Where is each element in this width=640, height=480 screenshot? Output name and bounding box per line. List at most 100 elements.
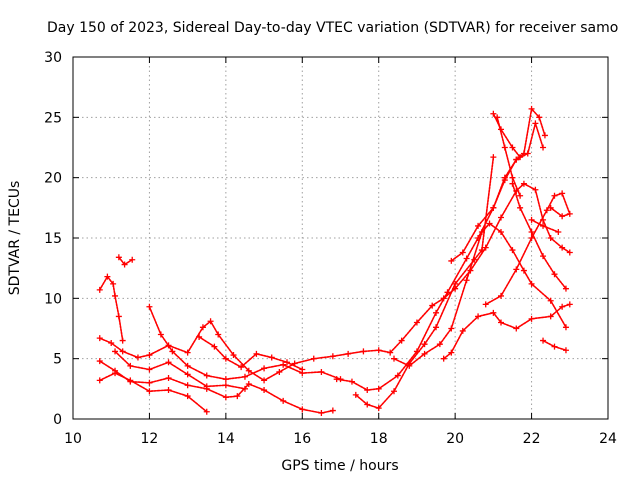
data-point-marker bbox=[222, 394, 229, 401]
data-point-marker bbox=[245, 381, 252, 388]
data-point-marker bbox=[475, 313, 482, 320]
data-point-marker bbox=[375, 385, 382, 392]
data-point-marker bbox=[463, 255, 470, 262]
data-point-marker bbox=[509, 174, 516, 181]
data-point-marker bbox=[203, 372, 210, 379]
data-point-marker bbox=[241, 385, 248, 392]
x-axis: 10 12 14 16 18 20 22 24 bbox=[64, 57, 617, 447]
data-point-marker bbox=[547, 297, 554, 304]
data-point-marker bbox=[566, 301, 573, 308]
data-point-marker bbox=[421, 341, 428, 348]
series-pass-p bbox=[496, 116, 521, 197]
data-point-marker bbox=[245, 367, 252, 374]
data-point-marker bbox=[345, 350, 352, 357]
data-point-marker bbox=[559, 303, 566, 310]
data-point-marker bbox=[196, 333, 203, 340]
data-point-marker bbox=[184, 382, 191, 389]
data-point-marker bbox=[203, 383, 210, 390]
data-point-marker bbox=[559, 244, 566, 251]
data-point-marker bbox=[532, 120, 539, 127]
y-tick-label: 30 bbox=[44, 50, 62, 66]
data-point-marker bbox=[444, 289, 451, 296]
series-pass-d bbox=[98, 372, 208, 413]
data-point-marker bbox=[541, 132, 548, 139]
data-point-marker bbox=[280, 397, 287, 404]
x-tick-label: 24 bbox=[599, 431, 617, 447]
data-point-marker bbox=[528, 280, 535, 287]
data-point-marker bbox=[413, 319, 420, 326]
data-point-marker bbox=[440, 355, 447, 362]
data-point-marker bbox=[112, 370, 119, 377]
data-point-marker bbox=[129, 256, 136, 263]
data-point-marker bbox=[165, 387, 172, 394]
x-tick-label: 20 bbox=[446, 431, 464, 447]
data-point-marker bbox=[134, 354, 141, 361]
data-point-marker bbox=[360, 348, 367, 355]
data-point-marker bbox=[121, 261, 128, 268]
data-point-marker bbox=[234, 393, 241, 400]
data-point-marker bbox=[555, 228, 562, 235]
data-point-marker bbox=[490, 204, 497, 211]
data-point-marker bbox=[96, 335, 103, 342]
data-point-marker bbox=[478, 228, 485, 235]
data-point-marker bbox=[528, 105, 535, 112]
data-point-marker bbox=[551, 192, 558, 199]
data-point-marker bbox=[513, 266, 520, 273]
data-point-marker bbox=[184, 371, 191, 378]
data-point-marker bbox=[104, 273, 111, 280]
data-point-marker bbox=[551, 271, 558, 278]
series-pass-b bbox=[118, 256, 133, 266]
y-tick-label: 5 bbox=[53, 352, 62, 368]
data-point-marker bbox=[498, 228, 504, 235]
data-point-marker bbox=[253, 350, 260, 357]
data-point-marker bbox=[329, 353, 336, 360]
data-point-marker bbox=[165, 359, 172, 366]
data-point-marker bbox=[421, 350, 428, 357]
data-point-marker bbox=[310, 355, 317, 362]
data-point-marker bbox=[528, 315, 535, 322]
data-point-marker bbox=[536, 114, 543, 121]
data-point-marker bbox=[482, 301, 489, 308]
data-point-marker bbox=[509, 180, 516, 187]
data-point-marker bbox=[115, 313, 122, 320]
data-point-marker bbox=[391, 388, 397, 395]
data-point-marker bbox=[547, 204, 554, 211]
data-point-marker bbox=[490, 309, 497, 316]
data-point-marker bbox=[394, 372, 401, 379]
data-point-marker bbox=[276, 368, 283, 375]
series-pass-m bbox=[450, 122, 544, 262]
series-pass-c bbox=[98, 360, 334, 414]
data-point-marker bbox=[540, 253, 547, 260]
series-pass-o bbox=[492, 112, 521, 158]
data-point-marker bbox=[184, 362, 191, 369]
data-point-marker bbox=[562, 347, 569, 354]
series-pass-q bbox=[511, 182, 567, 290]
data-point-marker bbox=[448, 325, 455, 332]
data-point-marker bbox=[333, 376, 340, 383]
data-point-marker bbox=[222, 355, 229, 362]
data-point-marker bbox=[157, 331, 164, 338]
data-point-marker bbox=[112, 348, 119, 355]
data-point-marker bbox=[520, 180, 527, 187]
data-point-marker bbox=[566, 249, 573, 256]
y-tick-label: 15 bbox=[44, 231, 62, 247]
data-point-marker bbox=[112, 292, 119, 299]
data-point-marker bbox=[261, 377, 268, 384]
data-point-marker bbox=[96, 286, 103, 293]
data-point-marker bbox=[348, 378, 355, 385]
x-axis-label: GPS time / hours bbox=[281, 458, 398, 474]
data-point-marker bbox=[501, 144, 508, 151]
data-point-marker bbox=[448, 349, 455, 356]
data-point-marker bbox=[375, 347, 382, 354]
data-point-marker bbox=[203, 408, 210, 415]
series-pass-k bbox=[393, 222, 567, 367]
series-pass-a bbox=[98, 275, 124, 342]
x-tick-label: 16 bbox=[293, 431, 311, 447]
data-point-marker bbox=[268, 354, 275, 361]
data-point-marker bbox=[509, 144, 516, 151]
data-point-marker bbox=[387, 349, 394, 356]
series-pass-f bbox=[114, 350, 246, 390]
data-point-marker bbox=[127, 362, 134, 369]
data-point-marker bbox=[146, 388, 153, 395]
data-point-marker bbox=[110, 280, 117, 287]
